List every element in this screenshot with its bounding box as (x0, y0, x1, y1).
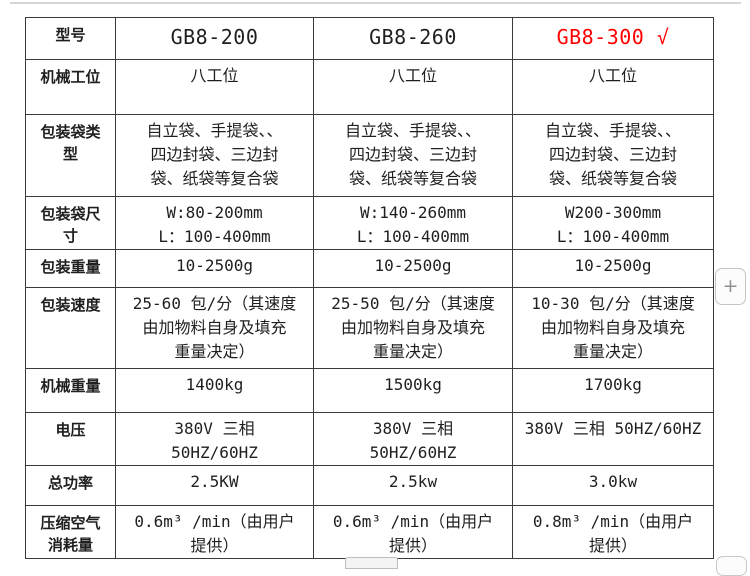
spec-cell: 10-2500g (313, 249, 513, 288)
spec-cell: 380V 三相 50HZ/60HZ (313, 412, 513, 466)
spec-cell: 1500kg (313, 368, 513, 413)
spec-cell: 380V 三相 50HZ/60HZ (512, 412, 714, 466)
spec-cell: 自立袋、手提袋、、 四边封袋、三边封 袋、纸袋等复合袋 (313, 114, 513, 197)
row-label-machine-weight: 机械重量 (25, 368, 116, 413)
table-row: 包装袋类 型 自立袋、手提袋、、 四边封袋、三边封 袋、纸袋等复合袋 自立袋、手… (25, 114, 714, 197)
spec-cell: 3.0kw (512, 465, 714, 506)
spec-cell: 自立袋、手提袋、、 四边封袋、三边封 袋、纸袋等复合袋 (115, 114, 314, 197)
spec-cell: 25-50 包/分（其速度 由加物料自身及填充 重量决定） (313, 287, 513, 369)
model-header-3: GB8-300 √ (512, 17, 714, 60)
table-row: 总功率 2.5KW 2.5kw 3.0kw (25, 465, 714, 506)
header-label-model: 型号 (25, 17, 116, 60)
partial-button-bottom-right[interactable] (716, 556, 747, 576)
spec-cell: 0.6m³ /min（由用户 提供） (115, 505, 314, 559)
table-row: 电压 380V 三相 50HZ/60HZ 380V 三相 50HZ/60HZ 3… (25, 412, 714, 466)
partial-scroll-handle-bottom[interactable] (345, 557, 398, 569)
row-label-voltage: 电压 (25, 412, 116, 466)
spec-cell: 25-60 包/分（其速度 由加物料自身及填充 重量决定） (115, 287, 314, 369)
spec-cell: W:140-260mm L：100-400mm (313, 196, 513, 250)
spec-cell: 八工位 (115, 59, 314, 115)
row-label-bag-types: 包装袋类 型 (25, 114, 116, 197)
spec-cell: W200-300mm L：100-400mm (512, 196, 714, 250)
row-label-stations: 机械工位 (25, 59, 116, 115)
row-label-bag-size: 包装袋尺 寸 (25, 196, 116, 250)
spec-cell: 1700kg (512, 368, 714, 413)
spec-cell: 八工位 (512, 59, 714, 115)
spec-cell: 2.5KW (115, 465, 314, 506)
model-header-1: GB8-200 (115, 17, 314, 60)
spec-cell: 八工位 (313, 59, 513, 115)
table-row: 机械工位 八工位 八工位 八工位 (25, 59, 714, 115)
product-spec-table: 型号 GB8-200 GB8-260 GB8-300 √ 机械工位 八工位 八工… (25, 17, 714, 559)
spec-cell: 1400kg (115, 368, 314, 413)
expand-plus-button[interactable]: + (715, 268, 746, 305)
row-label-air-consumption: 压缩空气 消耗量 (25, 505, 116, 559)
table-row: 压缩空气 消耗量 0.6m³ /min（由用户 提供） 0.6m³ /min（由… (25, 505, 714, 559)
table-row: 包装重量 10-2500g 10-2500g 10-2500g (25, 249, 714, 288)
table-row: 机械重量 1400kg 1500kg 1700kg (25, 368, 714, 413)
spec-cell: 0.6m³ /min（由用户 提供） (313, 505, 513, 559)
spec-cell: 10-2500g (115, 249, 314, 288)
spec-cell: 380V 三相 50HZ/60HZ (115, 412, 314, 466)
row-label-pack-speed: 包装速度 (25, 287, 116, 369)
table-row: 包装速度 25-60 包/分（其速度 由加物料自身及填充 重量决定） 25-50… (25, 287, 714, 369)
table-row: 包装袋尺 寸 W:80-200mm L：100-400mm W:140-260m… (25, 196, 714, 250)
spec-cell: W:80-200mm L：100-400mm (115, 196, 314, 250)
row-label-total-power: 总功率 (25, 465, 116, 506)
spec-cell: 2.5kw (313, 465, 513, 506)
model-header-2: GB8-260 (313, 17, 513, 60)
spec-cell: 10-2500g (512, 249, 714, 288)
top-divider-rule (10, 2, 741, 4)
spec-cell: 0.8m³ /min（由用户 提供） (512, 505, 714, 559)
row-label-pack-weight: 包装重量 (25, 249, 116, 288)
spec-cell: 自立袋、手提袋、、 四边封袋、三边封 袋、纸袋等复合袋 (512, 114, 714, 197)
spec-cell: 10-30 包/分（其速度 由加物料自身及填充 重量决定） (512, 287, 714, 369)
table-header-row: 型号 GB8-200 GB8-260 GB8-300 √ (25, 17, 714, 60)
